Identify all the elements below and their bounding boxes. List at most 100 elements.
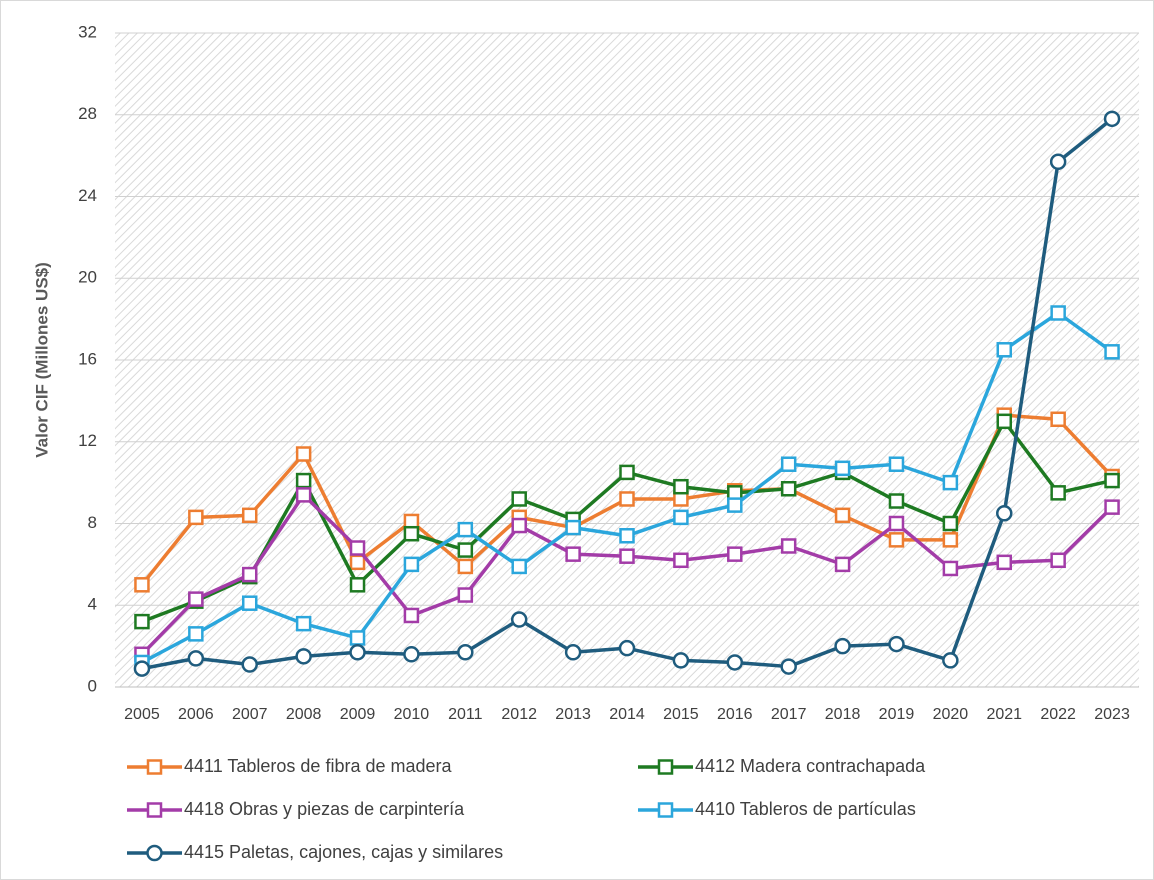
point bbox=[888, 493, 905, 509]
point bbox=[1103, 110, 1121, 128]
x-tick-label: 2009 bbox=[340, 706, 376, 723]
legend-label: 4412 Madera contrachapada bbox=[695, 756, 926, 776]
x-tick-label: 2008 bbox=[286, 706, 322, 723]
point bbox=[457, 558, 474, 575]
point bbox=[241, 507, 258, 524]
legend-label: 4411 Tableros de fibra de madera bbox=[184, 756, 453, 776]
point bbox=[349, 554, 366, 571]
point bbox=[1050, 305, 1066, 321]
point bbox=[1104, 344, 1120, 360]
point bbox=[457, 521, 474, 538]
point bbox=[403, 556, 420, 573]
point bbox=[241, 566, 258, 583]
point bbox=[618, 639, 636, 657]
point bbox=[565, 546, 581, 562]
point bbox=[834, 460, 851, 477]
point bbox=[619, 491, 635, 507]
point bbox=[187, 650, 205, 667]
point bbox=[942, 560, 959, 577]
point bbox=[134, 577, 150, 593]
x-tick-label: 2016 bbox=[717, 706, 753, 723]
point bbox=[188, 591, 204, 607]
point bbox=[1050, 552, 1066, 569]
point bbox=[834, 556, 851, 573]
y-tick-label: 16 bbox=[78, 349, 97, 368]
point bbox=[133, 660, 151, 677]
x-tick-label: 2012 bbox=[501, 706, 537, 723]
x-tick-label: 2023 bbox=[1094, 706, 1130, 723]
point bbox=[619, 464, 635, 481]
x-tick-label: 2020 bbox=[933, 706, 969, 723]
x-tick-label: 2007 bbox=[232, 706, 268, 723]
point bbox=[888, 456, 905, 472]
point bbox=[565, 519, 581, 536]
point bbox=[349, 577, 366, 593]
legend-marker bbox=[146, 759, 163, 775]
point bbox=[295, 472, 312, 489]
x-tick-label: 2014 bbox=[609, 706, 645, 723]
point bbox=[295, 615, 312, 632]
point bbox=[564, 644, 582, 661]
legend-label: 4415 Paletas, cajones, cajas y similares bbox=[184, 842, 503, 862]
y-axis-label: Valor CIF (Millones US$) bbox=[32, 262, 51, 458]
legend-marker bbox=[657, 802, 674, 818]
point bbox=[673, 478, 689, 495]
y-tick-label: 4 bbox=[88, 595, 97, 614]
y-tick-label: 28 bbox=[78, 104, 97, 123]
point bbox=[1104, 499, 1120, 515]
y-tick-label: 8 bbox=[88, 513, 97, 532]
point bbox=[780, 538, 797, 554]
legend-marker bbox=[657, 759, 674, 775]
point bbox=[1049, 153, 1067, 171]
point bbox=[1050, 411, 1066, 428]
x-tick-label: 2011 bbox=[448, 706, 483, 723]
y-tick-label: 20 bbox=[78, 268, 97, 287]
point bbox=[349, 644, 366, 661]
point bbox=[780, 658, 797, 675]
point bbox=[888, 635, 905, 653]
point bbox=[996, 554, 1013, 571]
point bbox=[349, 630, 366, 646]
x-tick-label: 2010 bbox=[394, 706, 430, 723]
x-tick-label: 2022 bbox=[1040, 706, 1076, 723]
point bbox=[403, 646, 420, 663]
x-tick-label: 2019 bbox=[879, 706, 915, 723]
point bbox=[457, 542, 474, 558]
point bbox=[619, 548, 635, 564]
point bbox=[295, 648, 312, 665]
point bbox=[996, 505, 1013, 522]
legend-label: 4410 Tableros de partículas bbox=[695, 799, 916, 819]
legend-label: 4418 Obras y piezas de carpintería bbox=[184, 799, 465, 819]
point bbox=[511, 558, 527, 575]
point bbox=[942, 532, 959, 548]
point bbox=[510, 611, 528, 628]
point bbox=[457, 644, 474, 661]
point bbox=[188, 509, 204, 526]
x-tick-label: 2006 bbox=[178, 706, 214, 723]
point bbox=[349, 540, 366, 556]
point bbox=[1104, 472, 1120, 489]
point bbox=[511, 517, 527, 534]
point bbox=[457, 587, 474, 603]
x-tick-label: 2015 bbox=[663, 706, 699, 723]
x-tick-label: 2021 bbox=[986, 706, 1022, 723]
y-tick-label: 32 bbox=[78, 22, 97, 41]
point bbox=[241, 595, 258, 611]
point bbox=[834, 507, 851, 524]
x-tick-label: 2013 bbox=[555, 706, 591, 723]
point bbox=[726, 654, 744, 671]
y-tick-label: 0 bbox=[88, 676, 97, 695]
y-tick-label: 24 bbox=[78, 186, 97, 205]
point bbox=[673, 552, 689, 569]
point bbox=[942, 652, 959, 669]
point bbox=[673, 509, 689, 526]
point bbox=[619, 528, 635, 544]
point bbox=[780, 481, 797, 497]
point bbox=[942, 515, 959, 532]
x-tick-label: 2005 bbox=[124, 706, 160, 723]
point bbox=[672, 652, 690, 669]
point bbox=[727, 546, 743, 562]
point bbox=[727, 497, 743, 513]
point bbox=[1050, 485, 1066, 501]
point bbox=[888, 515, 905, 532]
